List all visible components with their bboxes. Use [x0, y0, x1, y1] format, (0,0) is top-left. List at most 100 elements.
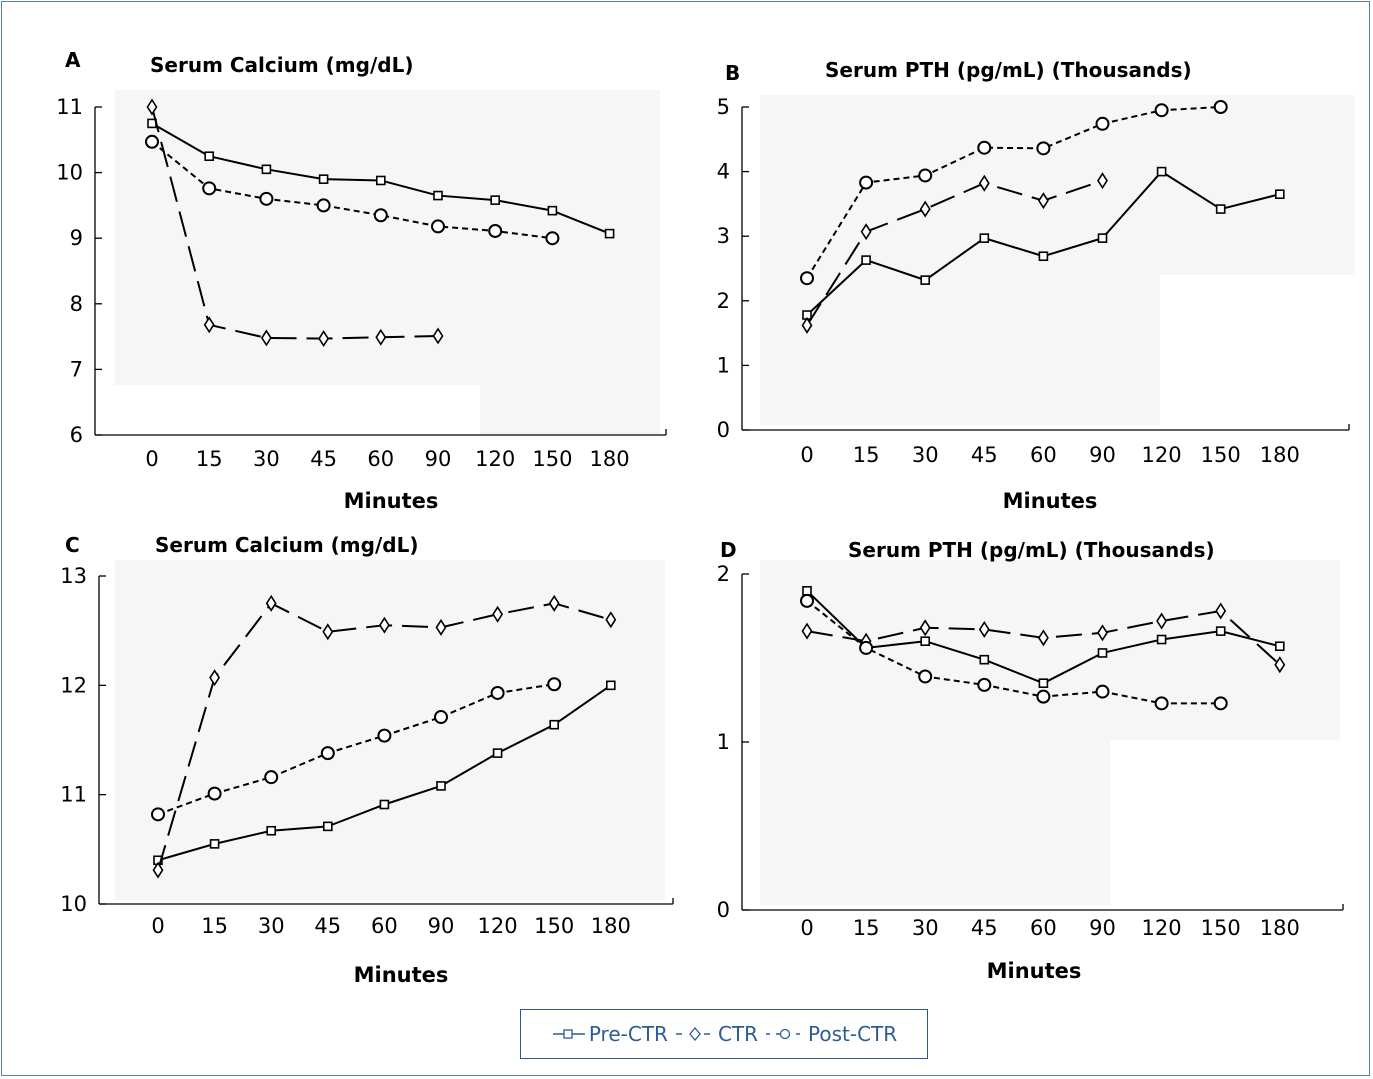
x-tick-label: 150 — [1201, 443, 1241, 467]
data-point-pre-ctr — [802, 585, 812, 596]
x-tick-label: 90 — [425, 447, 452, 471]
x-tick-label: 180 — [591, 914, 631, 938]
y-tick-label: 4 — [717, 160, 730, 184]
data-point-ctr — [548, 594, 560, 612]
legend-circle-line-icon — [766, 1028, 805, 1040]
data-point-post-ctr — [1154, 696, 1169, 711]
data-point-post-ctr — [490, 685, 505, 700]
data-point-ctr — [1097, 172, 1108, 190]
data-point-post-ctr — [1095, 684, 1110, 699]
legend-item-post-ctr: Post-CTR — [764, 1022, 897, 1046]
panel-letter: A — [65, 48, 81, 72]
x-tick-label: 0 — [800, 916, 813, 940]
data-point-pre-ctr — [1156, 634, 1167, 645]
data-point-ctr — [1037, 629, 1049, 647]
x-tick-label: 0 — [145, 447, 158, 471]
data-point-pre-ctr — [1097, 648, 1108, 658]
data-point-post-ctr — [377, 728, 392, 743]
data-point-ctr — [978, 620, 990, 638]
x-tick-label: 120 — [1142, 916, 1182, 940]
data-point-ctr — [801, 316, 813, 334]
data-point-post-ctr — [1036, 141, 1051, 156]
x-axis-label: Minutes — [987, 959, 1082, 983]
data-point-pre-ctr — [322, 821, 333, 832]
data-point-post-ctr — [264, 770, 279, 785]
x-tick-label: 120 — [475, 447, 515, 471]
data-point-pre-ctr — [209, 839, 220, 849]
plot-background — [760, 560, 1340, 740]
x-tick-label: 30 — [912, 916, 939, 940]
data-point-ctr — [435, 618, 447, 636]
plot-background — [480, 290, 660, 435]
plot-background — [115, 560, 665, 900]
plot-background — [760, 740, 1110, 905]
series-line-post-ctr — [806, 106, 1221, 279]
data-point-ctr — [318, 330, 330, 348]
data-point-pre-ctr — [492, 748, 503, 758]
data-point-pre-ctr — [1215, 626, 1226, 636]
x-axis-label: Minutes — [354, 963, 449, 987]
data-point-post-ctr — [918, 168, 933, 183]
x-tick-label: 15 — [853, 443, 880, 467]
data-point-ctr — [605, 611, 617, 629]
x-tick-label: 45 — [314, 914, 341, 938]
data-point-pre-ctr — [1275, 641, 1285, 652]
y-tick-label: 7 — [70, 357, 83, 381]
data-point-ctr — [978, 174, 990, 192]
data-point-pre-ctr — [1038, 678, 1049, 689]
y-tick-label: 8 — [70, 292, 83, 316]
x-tick-label: 60 — [1030, 443, 1057, 467]
y-tick-label: 3 — [717, 224, 730, 248]
data-point-ctr — [492, 605, 504, 623]
legend-diamond-line-icon — [675, 1027, 714, 1041]
series-line-post-ctr — [151, 140, 553, 240]
data-point-post-ctr — [151, 807, 165, 822]
series-line-ctr — [806, 179, 1103, 326]
data-point-pre-ctr — [436, 781, 446, 791]
panel-letter: B — [725, 61, 740, 85]
x-tick-label: 30 — [253, 447, 280, 471]
data-point-post-ctr — [1095, 116, 1110, 131]
x-tick-label: 0 — [151, 914, 164, 938]
y-tick-label: 6 — [70, 423, 83, 447]
legend-item-pre-ctr: Pre-CTR — [551, 1022, 668, 1046]
plot-background — [760, 275, 1160, 425]
data-point-post-ctr — [145, 134, 159, 149]
data-point-pre-ctr — [1156, 166, 1167, 177]
data-point-post-ctr — [547, 677, 562, 692]
data-point-post-ctr — [1213, 696, 1228, 711]
data-point-post-ctr — [259, 191, 274, 206]
data-point-pre-ctr — [604, 228, 615, 239]
data-point-pre-ctr — [375, 175, 386, 186]
x-tick-label: 150 — [534, 914, 574, 938]
data-point-pre-ctr — [920, 275, 931, 285]
chart-panel-c: 10 11 12 13 0 15 30 45 60 90 120 150 180 C Serum Calci… — [60, 533, 674, 987]
data-point-ctr — [378, 616, 390, 634]
data-point-pre-ctr — [605, 680, 616, 691]
y-tick-label: 0 — [717, 898, 730, 922]
y-tick-label: 2 — [717, 562, 730, 586]
data-point-ctr — [209, 669, 221, 687]
x-tick-label: 30 — [258, 914, 285, 938]
data-point-ctr — [1037, 192, 1049, 210]
x-tick-label: 0 — [800, 443, 813, 467]
x-tick-label: 45 — [971, 916, 998, 940]
y-tick-label: 13 — [60, 564, 87, 588]
data-point-ctr — [801, 622, 813, 640]
data-point-ctr — [265, 594, 277, 612]
data-point-ctr — [1274, 656, 1286, 674]
data-point-post-ctr — [1036, 689, 1051, 704]
x-tick-label: 90 — [1089, 916, 1116, 940]
legend-item-ctr: CTR — [674, 1022, 758, 1046]
data-point-ctr — [146, 98, 158, 116]
x-tick-label: 180 — [1260, 443, 1300, 467]
legend-square-line-icon — [552, 1029, 585, 1039]
data-point-ctr — [1097, 624, 1108, 642]
x-tick-label: 15 — [201, 914, 228, 938]
data-point-ctr — [152, 861, 164, 879]
data-point-post-ctr — [316, 198, 331, 213]
x-tick-label: 120 — [1142, 443, 1182, 467]
data-point-post-ctr — [977, 677, 992, 692]
